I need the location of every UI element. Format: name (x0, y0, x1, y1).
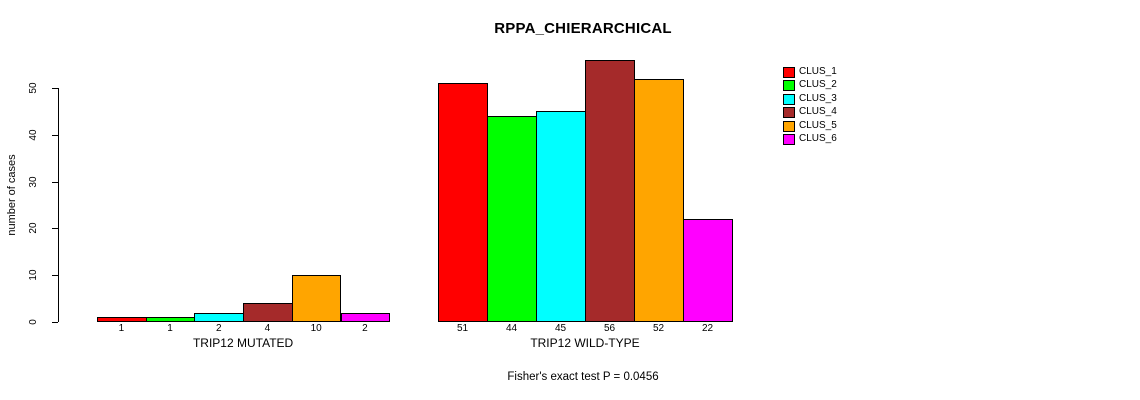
y-axis-tick (52, 181, 58, 183)
bar (291, 275, 342, 322)
y-axis-tick (52, 228, 58, 230)
x-group-label: TRIP12 WILD-TYPE (530, 336, 640, 350)
legend-label: CLUS_2 (799, 79, 837, 91)
bar (145, 317, 196, 322)
footnote: Fisher's exact test P = 0.0456 (507, 371, 659, 383)
legend-label: CLUS_1 (799, 66, 837, 77)
y-tick-label: 50 (28, 82, 39, 94)
legend-label: CLUS_5 (799, 119, 837, 131)
legend-label: CLUS_3 (799, 92, 837, 104)
bar-value-label: 56 (603, 323, 616, 334)
bar-value-label: 44 (505, 323, 518, 334)
bar (243, 303, 293, 322)
bar-value-label: 1 (167, 323, 173, 334)
bar-value-label: 2 (215, 323, 222, 334)
bar (438, 83, 488, 322)
bar-value-label: 10 (310, 323, 322, 334)
bar-value-label: 45 (554, 323, 567, 334)
legend-swatch (783, 107, 795, 119)
y-tick-label: 10 (28, 269, 39, 281)
legend-swatch (783, 93, 795, 105)
y-axis-line (58, 88, 59, 322)
bar (340, 312, 391, 322)
bar (194, 312, 245, 322)
bar-value-label: 51 (456, 323, 469, 334)
bar-value-label: 22 (701, 323, 714, 334)
y-axis-tick (52, 322, 58, 323)
x-group-label: TRIP12 MUTATED (192, 336, 294, 350)
bar (487, 116, 537, 322)
y-tick-label: 0 (28, 319, 39, 325)
bar (97, 317, 147, 322)
bar-value-label: 2 (362, 323, 368, 334)
bar (585, 59, 635, 322)
bar (683, 219, 733, 322)
y-axis-tick (52, 275, 58, 277)
legend-swatch (783, 80, 795, 92)
chart-title: RPPA_CHIERARCHICAL (494, 20, 672, 37)
bar-value-label: 52 (652, 323, 665, 334)
y-axis-tick (52, 134, 58, 136)
legend-swatch (783, 67, 795, 78)
bar-value-label: 1 (118, 323, 125, 334)
y-tick-label: 40 (28, 129, 39, 141)
legend-swatch (783, 134, 795, 145)
bar-value-label: 4 (264, 323, 271, 334)
bar (536, 111, 586, 322)
bar (634, 78, 684, 322)
y-axis-tick (52, 88, 58, 89)
legend-label: CLUS_4 (799, 106, 837, 118)
legend-label: CLUS_6 (799, 133, 837, 144)
y-tick-label: 30 (28, 176, 39, 188)
y-tick-label: 20 (28, 222, 39, 234)
legend-swatch (783, 120, 795, 132)
